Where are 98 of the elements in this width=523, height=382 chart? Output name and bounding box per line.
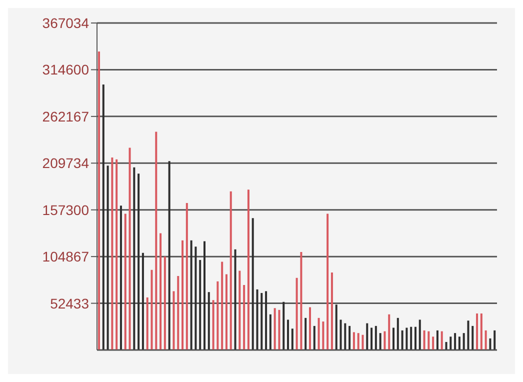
bar: [330, 272, 333, 350]
bar: [150, 270, 153, 350]
bar: [423, 330, 426, 350]
bar: [392, 328, 395, 350]
bar: [287, 320, 290, 350]
bar: [116, 159, 118, 350]
y-tick-label: 104867: [42, 248, 90, 265]
bar: [388, 314, 390, 350]
bar: [199, 260, 202, 350]
y-tick-label: 367034: [42, 14, 90, 31]
bar: [102, 84, 104, 350]
y-tick-label: 209734: [42, 155, 90, 172]
bar: [494, 330, 496, 350]
bar: [454, 333, 456, 350]
bar: [480, 313, 482, 350]
y-tick-label: 262167: [42, 108, 90, 124]
y-tick-label: 314600: [42, 62, 90, 78]
bar: [326, 214, 329, 350]
bar: [296, 278, 298, 350]
bar: [489, 338, 492, 350]
bar: [138, 174, 140, 350]
bar: [243, 284, 246, 350]
bar: [203, 241, 206, 350]
bar: [128, 148, 131, 350]
bar: [414, 326, 416, 350]
bar: [406, 328, 408, 350]
bar: [106, 166, 109, 350]
bar: [212, 300, 214, 350]
bar: [194, 246, 197, 350]
bar: [462, 333, 465, 350]
bar: [182, 240, 184, 350]
bar: [142, 252, 144, 350]
bar: [133, 167, 136, 350]
bar: [225, 274, 228, 350]
bar: [208, 292, 210, 350]
bar: [269, 314, 272, 350]
bar: [160, 233, 162, 350]
bar: [221, 262, 224, 350]
bar: [436, 330, 438, 350]
bar: [445, 342, 448, 350]
bar: [318, 318, 320, 350]
bar: [120, 206, 122, 350]
bar: [467, 320, 470, 350]
bar: [352, 332, 355, 350]
bar: [476, 313, 478, 350]
bar: [177, 276, 180, 350]
bar: [260, 292, 263, 350]
bar: [291, 328, 294, 350]
bar: [124, 214, 126, 350]
y-tick-label: 52433: [50, 295, 90, 312]
bar: [98, 52, 100, 350]
bar: [340, 320, 342, 350]
bar: [396, 318, 399, 350]
bar: [308, 307, 311, 350]
bar: [450, 336, 452, 350]
bar: [401, 330, 404, 350]
bar: [247, 190, 250, 350]
bar: [348, 326, 351, 350]
bar: [344, 323, 346, 350]
bar: [238, 270, 241, 350]
bar: [418, 320, 421, 350]
bar: [432, 336, 434, 350]
bar: [300, 252, 302, 350]
bar: [172, 291, 175, 350]
bar: [313, 326, 316, 350]
bar: [384, 331, 386, 350]
bar: [322, 321, 324, 350]
bar: [335, 304, 338, 350]
bar: [252, 218, 254, 350]
bar: [410, 326, 412, 350]
bar: [370, 328, 373, 350]
bar: [428, 331, 430, 350]
bar: [256, 289, 258, 350]
bar: [274, 308, 276, 350]
bar: [374, 326, 377, 350]
bar: [230, 191, 232, 350]
bar: [111, 158, 114, 350]
bar: [484, 330, 487, 350]
bar: [304, 318, 307, 350]
bar: [190, 240, 192, 350]
bar: [440, 331, 443, 350]
bar: [216, 281, 219, 350]
bar: [458, 336, 460, 350]
bar: [265, 291, 268, 350]
bar: [472, 326, 474, 350]
bar: [168, 161, 170, 350]
bar: [164, 256, 166, 350]
bar: [155, 132, 158, 350]
bar: [366, 323, 368, 350]
bar: [186, 202, 188, 350]
bar: [362, 334, 364, 350]
bar: [282, 302, 285, 350]
bar: [278, 310, 280, 350]
bar: [146, 297, 148, 350]
bar: [234, 249, 236, 350]
bar: [357, 333, 360, 350]
bar: [379, 333, 382, 350]
y-tick-label: 157300: [42, 202, 90, 218]
